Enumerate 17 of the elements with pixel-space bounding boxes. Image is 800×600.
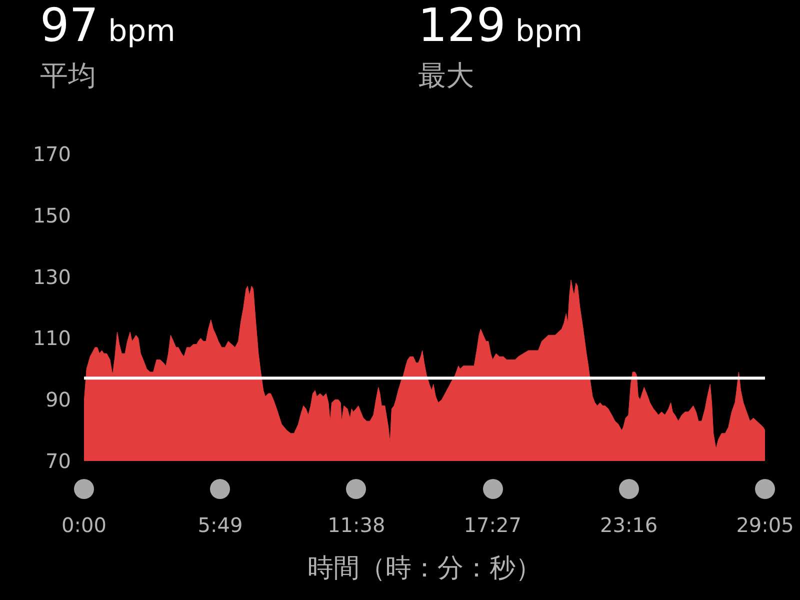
y-tick-label: 130	[32, 264, 71, 289]
x-tick-label: 29:05	[736, 513, 794, 537]
y-tick-label: 70	[46, 449, 71, 473]
y-tick-label: 150	[32, 203, 71, 228]
y-tick-label: 110	[32, 326, 71, 350]
x-tick-label: 5:49	[198, 513, 243, 537]
x-tick-label: 11:38	[328, 513, 386, 537]
text: 97 bpm	[40, 0, 176, 52]
text: 129 bpm	[418, 0, 583, 52]
text: 平均	[40, 59, 96, 92]
x-tick-label: 0:00	[62, 513, 106, 537]
x-tick-label: 23:16	[600, 513, 658, 537]
y-tick-label: 170	[32, 142, 71, 166]
x-axis-title: 時間（時：分：秒）	[308, 554, 542, 584]
text: 最大	[418, 59, 474, 92]
y-tick-label: 90	[46, 388, 71, 412]
x-tick-label: 17:27	[464, 513, 522, 537]
